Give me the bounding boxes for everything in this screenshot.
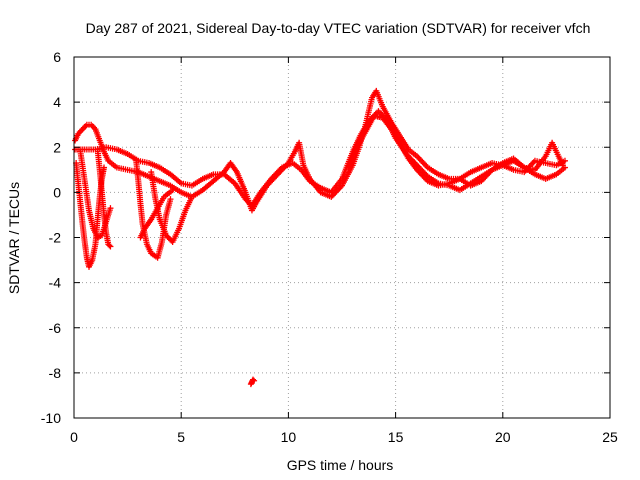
y-tick-label: -6 [49, 320, 62, 336]
y-tick-label: 4 [53, 94, 61, 110]
x-tick-label: 10 [281, 429, 297, 445]
data-point [561, 164, 568, 171]
x-axis-label: GPS time / hours [287, 457, 394, 473]
y-tick-label: 2 [53, 139, 61, 155]
series-dip-5 [148, 169, 195, 246]
x-tick-label: 20 [495, 429, 511, 445]
y-tick-label: -4 [49, 275, 62, 291]
y-tick-label: 0 [53, 184, 61, 200]
data-point [106, 242, 113, 249]
data-point [167, 196, 174, 203]
x-tick-label: 25 [602, 429, 618, 445]
series-band-3 [345, 112, 568, 189]
chart-title: Day 287 of 2021, Sidereal Day-to-day VTE… [86, 20, 591, 36]
series-dip-2 [94, 146, 114, 250]
data-point [107, 243, 114, 250]
data-point [188, 193, 195, 200]
series-outlier [247, 376, 258, 388]
series-dip-4 [133, 157, 174, 261]
data-point [169, 187, 176, 194]
y-axis-label: SDTVAR / TECUs [6, 182, 22, 294]
data-point [107, 205, 114, 212]
axis-ticks: 0 5 10 15 20 25 -10 -8 -6 -4 -2 0 2 4 6 [41, 49, 618, 445]
x-tick-label: 0 [70, 429, 78, 445]
grid-lines [74, 57, 610, 418]
y-tick-label: -2 [49, 230, 62, 246]
x-tick-label: 5 [177, 429, 185, 445]
y-tick-label: 6 [53, 49, 61, 65]
data-point [250, 376, 257, 383]
data-points [72, 87, 568, 388]
y-tick-label: -10 [41, 410, 61, 426]
data-point [251, 377, 258, 384]
y-tick-label: -8 [49, 365, 62, 381]
data-point [561, 157, 568, 164]
x-tick-label: 15 [388, 429, 404, 445]
series-dip-3 [77, 148, 114, 241]
series-dip-6 [137, 187, 176, 241]
